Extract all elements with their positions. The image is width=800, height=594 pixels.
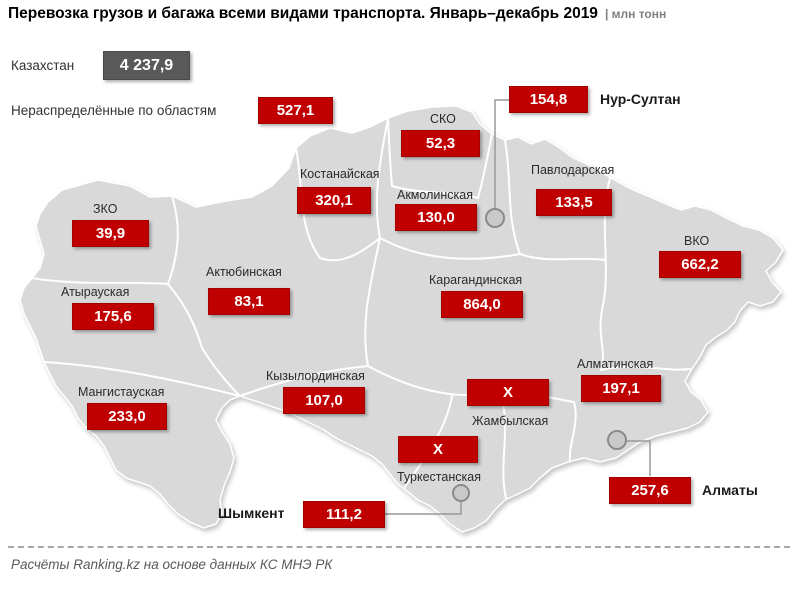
city-value-almaty: 257,6	[609, 477, 691, 504]
country-label: Казахстан	[11, 58, 75, 73]
city-label-shymkent: Шымкент	[218, 505, 285, 521]
shymkent-connector	[385, 501, 462, 515]
title-text: Перевозка грузов и багажа всеми видами т…	[8, 5, 598, 22]
region-value-karaganda: 864,0	[441, 291, 523, 318]
region-label-atyrau: Атырауская	[61, 285, 130, 299]
city-connectors	[385, 99, 651, 515]
region-label-vko: ВКО	[684, 234, 710, 248]
region-label-kyzylorda: Кызылординская	[266, 369, 365, 383]
region-value-turkestan: X	[398, 436, 478, 463]
region-label-mangystau: Мангистауская	[78, 385, 165, 399]
region-label-karaganda: Карагандинская	[429, 273, 523, 287]
region-value-almaty-region: 197,1	[581, 375, 661, 402]
region-value-vko: 662,2	[659, 251, 741, 278]
region-value-kyzylorda: 107,0	[283, 387, 365, 414]
region-value-atyrau: 175,6	[72, 303, 154, 330]
region-label-akmola: Акмолинская	[397, 188, 473, 202]
footer-divider	[8, 546, 790, 548]
region-label-zko: ЗКО	[93, 202, 118, 216]
region-label-aktobe: Актюбинская	[206, 265, 282, 279]
nur-sultan-connector	[494, 99, 509, 209]
source-note: Расчёты Ranking.kz на основе данных КС М…	[11, 557, 333, 572]
region-value-akmola: 130,0	[395, 204, 477, 231]
page-title: Перевозка грузов и багажа всеми видами т…	[8, 5, 666, 23]
almaty-connector	[626, 440, 651, 476]
country-total-box: 4 237,9	[103, 51, 190, 80]
city-value-shymkent: 111,2	[303, 501, 385, 528]
shymkent-marker-icon	[452, 484, 470, 502]
region-label-kostanay: Костанайская	[300, 167, 380, 181]
nur-sultan-marker-icon	[485, 208, 505, 228]
region-value-mangystau: 233,0	[87, 403, 167, 430]
city-label-nur-sultan: Нур-Султан	[600, 91, 681, 107]
region-label-sko: СКО	[430, 112, 456, 126]
region-value-zhambyl: X	[467, 379, 549, 406]
region-value-aktobe: 83,1	[208, 288, 290, 315]
region-label-zhambyl: Жамбылская	[472, 414, 549, 428]
region-value-zko: 39,9	[72, 220, 149, 247]
region-value-kostanay: 320,1	[297, 187, 371, 214]
region-label-pavlodar: Павлодарская	[531, 163, 615, 177]
title-unit: | млн тонн	[604, 7, 667, 21]
city-label-almaty: Алматы	[702, 482, 758, 498]
almaty-marker-icon	[607, 430, 627, 450]
undistributed-label: Нераспределённые по областям	[11, 103, 217, 118]
undistributed-value-box: 527,1	[258, 97, 333, 124]
region-label-turkestan: Туркестанская	[397, 470, 481, 484]
region-label-almaty-region: Алматинская	[577, 357, 654, 371]
city-value-nur-sultan: 154,8	[509, 86, 588, 113]
region-value-pavlodar: 133,5	[536, 189, 612, 216]
region-value-sko: 52,3	[401, 130, 480, 157]
